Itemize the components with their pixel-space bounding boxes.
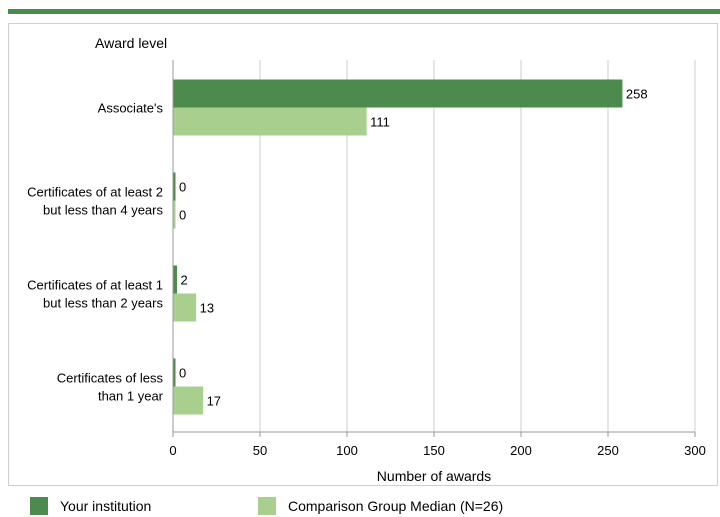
x-tick-label-200: 200 bbox=[510, 443, 532, 458]
data-label-comparison-median-3: 17 bbox=[207, 394, 221, 409]
data-label-your-institution-1: 0 bbox=[179, 180, 186, 195]
x-axis-title: Number of awards bbox=[377, 468, 491, 484]
bar-your-institution-0 bbox=[173, 79, 623, 108]
category-label-2-line-0: Certificates of at least 1 bbox=[27, 278, 163, 293]
legend-swatch-comparison-median bbox=[258, 497, 276, 515]
bar-your-institution-3 bbox=[173, 358, 176, 387]
category-label-2-line-1: but less than 2 years bbox=[43, 296, 163, 311]
data-label-your-institution-2: 2 bbox=[180, 273, 187, 288]
category-label-0-line-0: Associate's bbox=[98, 101, 164, 116]
legend-label-your-institution: Your institution bbox=[60, 498, 152, 514]
category-label-3-line-0: Certificates of less bbox=[57, 371, 164, 386]
x-tick-label-100: 100 bbox=[336, 443, 358, 458]
bar-your-institution-1 bbox=[173, 172, 176, 201]
bar-your-institution-2 bbox=[173, 265, 177, 294]
legend-item-your-institution: Your institution bbox=[30, 497, 151, 515]
x-tick-label-250: 250 bbox=[597, 443, 619, 458]
x-tick-label-50: 50 bbox=[253, 443, 267, 458]
legend-label-comparison-median: Comparison Group Median (N=26) bbox=[288, 498, 504, 514]
header-accent-bar bbox=[8, 9, 720, 14]
category-label-3-line-1: than 1 year bbox=[98, 389, 164, 404]
x-tick-label-150: 150 bbox=[423, 443, 445, 458]
category-label-1-line-1: but less than 4 years bbox=[43, 203, 163, 218]
bar-chart: 258 111 0 0 2 13 0 17 Associate's Certificates o… bbox=[27, 35, 706, 484]
category-label-1-line-0: Certificates of at least 2 bbox=[27, 185, 163, 200]
y-axis-title: Award level bbox=[95, 35, 167, 51]
bar-comparison-median-2 bbox=[173, 293, 197, 322]
legend-swatch-your-institution bbox=[30, 497, 48, 515]
data-label-comparison-median-2: 13 bbox=[200, 301, 214, 316]
bar-comparison-median-3 bbox=[173, 386, 204, 415]
x-tick-label-0: 0 bbox=[169, 443, 176, 458]
data-label-comparison-median-0: 111 bbox=[370, 115, 390, 130]
bar-comparison-median-1 bbox=[173, 200, 176, 229]
bars bbox=[173, 79, 623, 415]
data-label-comparison-median-1: 0 bbox=[179, 208, 186, 223]
x-tick-label-300: 300 bbox=[684, 443, 706, 458]
x-tick-labels: 0 50 100 150 200 250 300 bbox=[169, 443, 705, 458]
bar-comparison-median-0 bbox=[173, 107, 367, 136]
data-labels: 258 111 0 0 2 13 0 17 bbox=[179, 87, 648, 409]
data-label-your-institution-0: 258 bbox=[626, 87, 648, 102]
data-label-your-institution-3: 0 bbox=[179, 366, 186, 381]
category-labels: Associate's Certificates of at least 2 but… bbox=[27, 101, 164, 404]
legend: Your institution Comparison Group Median… bbox=[0, 497, 720, 517]
grid-lines bbox=[172, 60, 696, 437]
legend-item-comparison-median: Comparison Group Median (N=26) bbox=[258, 497, 503, 515]
